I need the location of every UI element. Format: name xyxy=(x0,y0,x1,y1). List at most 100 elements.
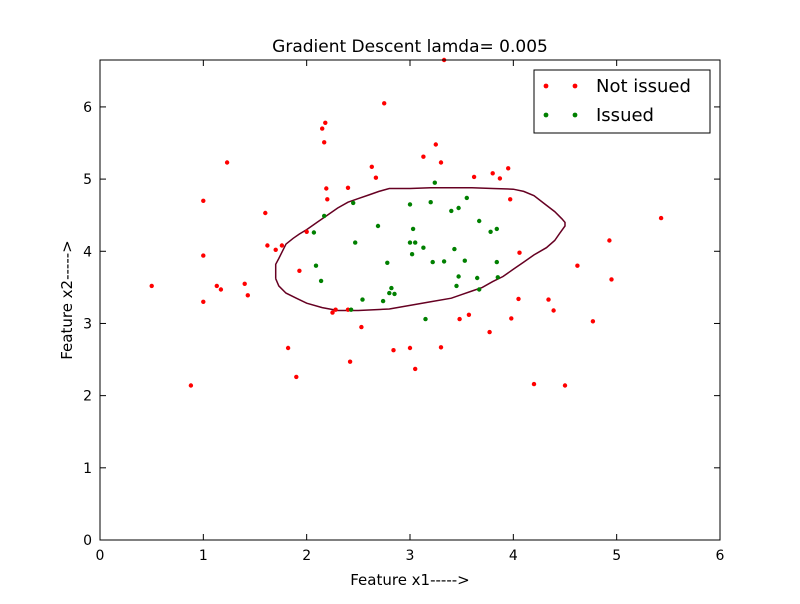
point-issued-5 xyxy=(351,200,356,206)
point-not-issued-14 xyxy=(285,345,291,351)
point-issued-6 xyxy=(353,240,358,245)
point-not-issued-36 xyxy=(433,142,438,147)
point-not-issued-56 xyxy=(590,319,596,324)
point-issued-0 xyxy=(311,230,317,235)
point-not-issued-54 xyxy=(562,383,568,388)
y-tick-label-3: 3 xyxy=(83,316,92,332)
point-not-issued-29 xyxy=(369,164,374,169)
point-issued-3 xyxy=(322,213,327,219)
point-issued-33 xyxy=(477,218,482,224)
x-tick-label-5: 5 xyxy=(612,548,621,564)
point-not-issued-25 xyxy=(345,185,351,190)
point-not-issued-28 xyxy=(359,324,364,330)
point-not-issued-23 xyxy=(330,310,335,315)
point-issued-21 xyxy=(428,200,433,205)
legend-label-not-issued: Not issued xyxy=(596,76,691,97)
x-axis-label: Feature x1-----> xyxy=(350,571,470,589)
point-not-issued-4 xyxy=(201,198,206,203)
point-not-issued-40 xyxy=(457,316,462,322)
point-not-issued-13 xyxy=(279,243,285,248)
point-issued-29 xyxy=(456,274,461,279)
point-not-issued-37 xyxy=(438,345,444,350)
point-issued-17 xyxy=(410,226,416,232)
point-not-issued-49 xyxy=(516,296,521,302)
legend-box xyxy=(533,69,711,134)
point-issued-14 xyxy=(407,240,413,245)
point-issued-37 xyxy=(494,226,499,232)
point-issued-27 xyxy=(454,283,459,289)
legend: Not issued Issued xyxy=(533,69,711,134)
chart-title: Gradient Descent lamda= 0.005 xyxy=(272,37,548,57)
point-not-issued-24 xyxy=(333,307,338,312)
point-not-issued-32 xyxy=(391,348,396,353)
point-not-issued-45 xyxy=(497,176,503,181)
point-not-issued-41 xyxy=(466,312,472,317)
point-not-issued-3 xyxy=(201,253,206,258)
y-tick-label-5: 5 xyxy=(83,172,92,188)
point-not-issued-0 xyxy=(149,283,154,289)
point-not-issued-19 xyxy=(322,140,327,145)
point-issued-16 xyxy=(409,252,415,257)
point-not-issued-1 xyxy=(188,383,194,388)
point-not-issued-17 xyxy=(304,229,309,234)
y-tick-label-2: 2 xyxy=(83,389,92,405)
point-not-issued-44 xyxy=(490,171,495,176)
point-not-issued-48 xyxy=(509,316,514,321)
point-not-issued-47 xyxy=(508,197,513,202)
y-tick-label-0: 0 xyxy=(83,533,92,549)
point-not-issued-10 xyxy=(263,210,268,216)
point-not-issued-34 xyxy=(413,366,418,372)
x-axis: 0 1 2 3 4 5 6 xyxy=(96,60,725,564)
point-issued-11 xyxy=(387,290,392,296)
x-tick-label-1: 1 xyxy=(199,548,208,564)
point-not-issued-5 xyxy=(214,283,219,289)
point-not-issued-11 xyxy=(265,243,270,248)
legend-marker-issued-2 xyxy=(572,112,578,118)
y-tick-label-1: 1 xyxy=(83,461,92,477)
point-issued-19 xyxy=(421,245,426,250)
y-axis-label: Feature x2-----> xyxy=(58,240,76,360)
x-tick-label-0: 0 xyxy=(96,548,105,564)
point-issued-13 xyxy=(392,291,397,297)
point-not-issued-31 xyxy=(382,101,387,106)
point-not-issued-18 xyxy=(320,126,325,131)
point-issued-36 xyxy=(494,259,499,265)
point-issued-9 xyxy=(380,298,386,304)
point-not-issued-50 xyxy=(517,250,522,255)
point-not-issued-53 xyxy=(551,308,556,313)
legend-label-issued: Issued xyxy=(596,105,654,126)
point-issued-4 xyxy=(348,307,354,312)
x-tick-label-3: 3 xyxy=(406,548,415,564)
point-issued-1 xyxy=(313,263,319,268)
point-issued-28 xyxy=(456,205,461,211)
point-not-issued-52 xyxy=(546,297,551,302)
point-not-issued-7 xyxy=(224,160,230,165)
decision-boundary-line xyxy=(274,187,566,312)
point-not-issued-2 xyxy=(201,299,206,304)
point-issued-8 xyxy=(375,223,381,229)
point-not-issued-16 xyxy=(297,268,302,273)
x-tick-label-2: 2 xyxy=(302,548,311,564)
point-issued-38 xyxy=(495,275,500,280)
point-not-issued-38 xyxy=(438,160,444,165)
point-not-issued-33 xyxy=(407,345,413,351)
point-issued-31 xyxy=(464,195,469,201)
point-not-issued-15 xyxy=(294,374,299,380)
point-issued-15 xyxy=(407,202,413,207)
point-issued-30 xyxy=(462,258,467,263)
plot-area xyxy=(149,57,664,388)
point-issued-20 xyxy=(423,316,428,322)
x-tick-label-4: 4 xyxy=(509,548,518,564)
point-not-issued-43 xyxy=(487,329,492,335)
point-not-issued-9 xyxy=(245,293,250,298)
point-not-issued-55 xyxy=(575,263,580,268)
point-not-issued-21 xyxy=(324,186,329,191)
point-not-issued-46 xyxy=(506,166,511,171)
point-not-issued-22 xyxy=(325,197,330,202)
y-axis: 0 1 2 3 4 5 6 xyxy=(83,100,720,549)
legend-marker-not-issued xyxy=(543,83,549,89)
point-issued-22 xyxy=(430,259,435,265)
point-not-issued-59 xyxy=(658,215,664,221)
y-tick-label-6: 6 xyxy=(83,100,92,116)
